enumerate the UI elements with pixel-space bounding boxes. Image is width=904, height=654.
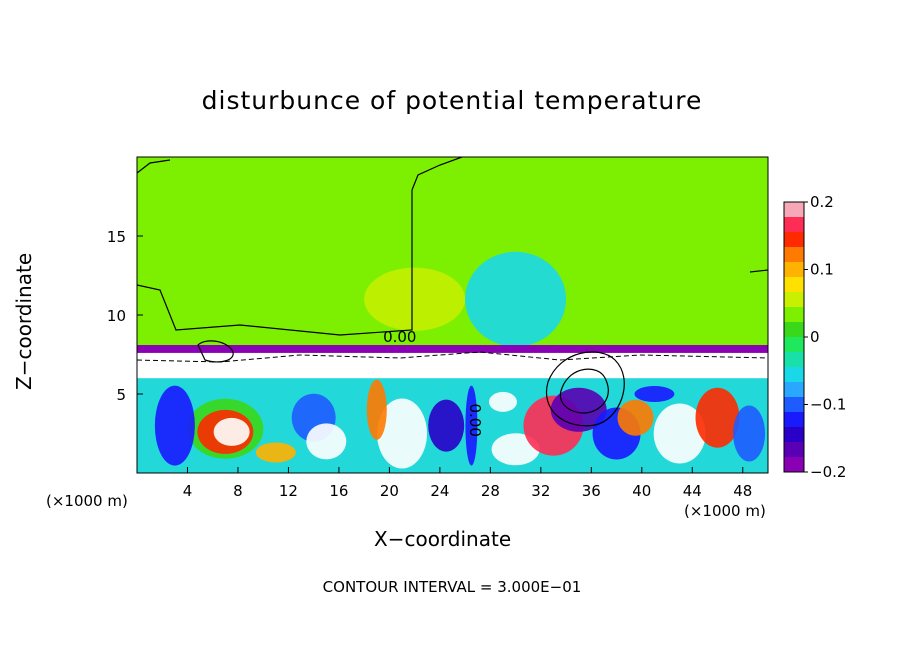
turbulence-blob <box>306 423 347 460</box>
colorbar-tick-label: 0.2 <box>810 193 834 211</box>
contour-interval-note: CONTOUR INTERVAL = 3.000E−01 <box>322 578 582 596</box>
y-tick-label: 10 <box>107 307 126 325</box>
colorbar-swatch <box>784 202 804 218</box>
x-tick-label: 32 <box>531 482 550 500</box>
x-tick-label: 16 <box>329 482 348 500</box>
colorbar-tick-label: 0 <box>810 328 820 346</box>
colorbar-swatch <box>784 292 804 308</box>
colorbar-swatch <box>784 217 804 233</box>
turbulence-blob <box>377 398 428 469</box>
x-tick-label: 8 <box>233 482 243 500</box>
colorbar-swatch <box>784 457 804 473</box>
region-cool-anomaly <box>465 251 567 347</box>
colorbar-tick-label: −0.2 <box>810 463 846 481</box>
colorbar-tick-label: 0.1 <box>810 261 834 279</box>
colorbar-swatch <box>784 352 804 368</box>
turbulence-blob <box>465 385 478 466</box>
x-tick-label: 40 <box>632 482 651 500</box>
turbulence-blob <box>617 399 654 436</box>
x-axis: 4 8 12 16 20 24 28 32 36 40 44 48 <box>183 467 752 500</box>
contour-label: 0.00 <box>466 403 484 436</box>
contour-label: 0.00 <box>383 328 416 346</box>
contour-labels: 0.00 0.00 <box>383 328 484 437</box>
plot-area <box>137 157 768 473</box>
colorbar-swatch <box>784 442 804 458</box>
x-unit-label-right: (×1000 m) <box>684 502 766 520</box>
colorbar-swatch <box>784 427 804 443</box>
colorbar-swatch <box>784 382 804 398</box>
region-warm-anomaly <box>364 267 466 331</box>
turbulence-blob <box>491 433 540 466</box>
colorbar-swatch <box>784 322 804 338</box>
x-tick-label: 4 <box>183 482 193 500</box>
colorbar-tick-label: −0.1 <box>810 396 846 414</box>
contour-line <box>559 368 609 414</box>
contour-line-dashed <box>137 351 768 363</box>
x-tick-label: 28 <box>481 482 500 500</box>
colorbar: 0.2 0.1 0 −0.1 −0.2 <box>783 193 846 481</box>
turbulence-blob <box>428 399 465 452</box>
turbulence-blob <box>733 405 766 462</box>
x-tick-label: 48 <box>733 482 752 500</box>
turbulence-blob <box>366 379 387 440</box>
turbulence-blob <box>255 442 296 463</box>
contour-line <box>137 157 768 336</box>
x-tick-label: 24 <box>430 482 449 500</box>
colorbar-swatch <box>784 397 804 413</box>
y-axis: 5 10 15 <box>107 228 143 404</box>
turbulence-blob <box>653 403 706 464</box>
contour-line <box>545 351 625 427</box>
turbulence-blob <box>634 386 675 402</box>
x-axis-label: X−coordinate <box>374 527 512 551</box>
x-tick-label: 12 <box>279 482 298 500</box>
colorbar-swatch <box>784 247 804 263</box>
turbulence-blob <box>488 391 517 412</box>
colorbar-swatch <box>784 277 804 293</box>
contour-line <box>197 340 234 363</box>
colorbar-swatch <box>784 232 804 248</box>
turbulence-blob <box>154 385 195 466</box>
colorbar-swatch <box>784 307 804 323</box>
x-tick-label: 36 <box>582 482 601 500</box>
y-axis-label: Z−coordinate <box>12 252 36 390</box>
colorbar-swatch <box>784 412 804 428</box>
x-unit-label-left: (×1000 m) <box>46 492 128 510</box>
x-tick-label: 20 <box>380 482 399 500</box>
y-tick-label: 5 <box>116 386 126 404</box>
turbulence-blob <box>213 417 250 446</box>
chart-title: disturbunce of potential temperature <box>201 86 703 115</box>
x-tick-label: 44 <box>683 482 702 500</box>
colorbar-swatch <box>784 367 804 383</box>
region-inversion-band <box>137 345 768 353</box>
colorbar-swatch <box>784 262 804 278</box>
y-tick-label: 15 <box>107 228 126 246</box>
turbulence-blob <box>695 387 740 448</box>
colorbar-swatch <box>784 337 804 353</box>
